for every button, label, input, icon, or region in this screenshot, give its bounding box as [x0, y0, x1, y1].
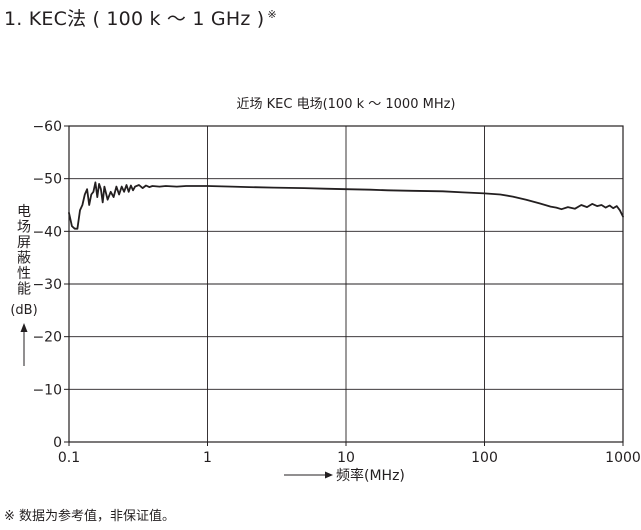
y-tick-label: −60	[32, 119, 62, 135]
y-tick-label: −30	[32, 277, 62, 293]
x-tick-label: 0.1	[58, 450, 80, 466]
y-axis-label-char: 屏	[17, 235, 31, 251]
heading-note-mark: ※	[267, 7, 277, 21]
y-tick-label: −10	[32, 382, 62, 398]
y-axis-label-char: 电	[17, 204, 31, 220]
y-axis-label-char: 能	[17, 282, 31, 298]
x-tick-label: 1000	[605, 450, 641, 466]
x-tick-label: 10	[337, 450, 355, 466]
x-axis-label: 频率(MHz)	[336, 467, 405, 484]
chart-title: 近场 KEC 电场(100 k ～ 1000 MHz)	[237, 97, 456, 112]
y-tick-label: 0	[53, 435, 62, 451]
y-axis-arrowhead	[20, 323, 28, 332]
x-tick-label: 1	[203, 450, 212, 466]
y-tick-label: −40	[32, 224, 62, 240]
heading-text: 1. KEC法 ( 100 k ～ 1 GHz )	[4, 8, 265, 30]
y-axis-label-char: 场	[17, 220, 31, 236]
x-tick-label: 100	[471, 450, 498, 466]
y-tick-label: −20	[32, 330, 62, 346]
shielding-chart: 0 −10 −20 −30 −40 −50 −60 0.1 1 10 100 1000 近场 KEC 电…	[10, 97, 641, 484]
footnote: ※ 数据为参考值，非保证值。	[4, 509, 176, 524]
y-axis-label-char: 性	[17, 266, 31, 282]
x-axis-arrowhead	[325, 471, 333, 479]
page-heading: 1. KEC法 ( 100 k ～ 1 GHz ) ※	[4, 4, 277, 31]
series-line	[68, 181, 624, 230]
y-tick-label: −50	[32, 172, 62, 188]
y-axis-label-char: 蔽	[17, 251, 31, 267]
y-axis-label-unit: (dB)	[10, 303, 37, 318]
